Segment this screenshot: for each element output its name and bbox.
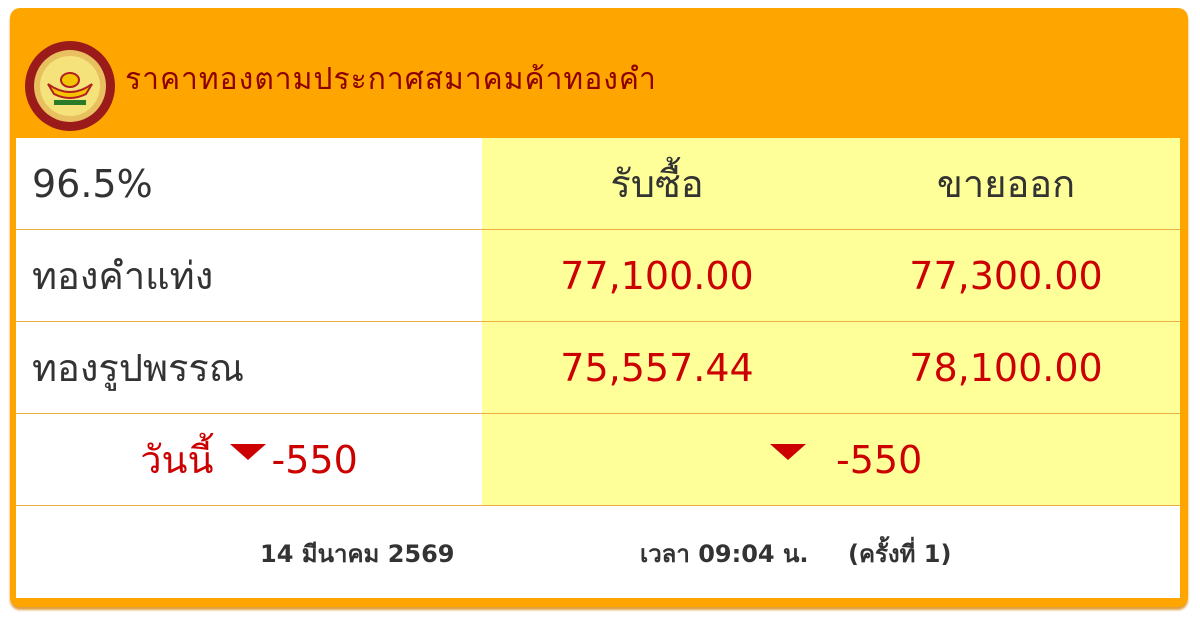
today-change: วันนี้ -550 [16,414,482,505]
change-value: -550 [836,437,923,482]
purity-label: 96.5% [32,161,153,206]
update-date: 14 มีนาคม 2569 [260,540,455,568]
sell-price: 77,300.00 [909,253,1103,298]
sell-header: ขายออก [936,162,1076,206]
price-table: 96.5% รับซื้อ ขายออก ทองคำแท่ง 77,100.00… [16,138,1180,598]
association-logo-icon [25,41,115,131]
update-round: (ครั้งที่ 1) [848,540,952,568]
row-label: ทองรูปพรรณ [32,346,245,390]
buy-price: 75,557.44 [560,345,754,390]
buy-price: 77,100.00 [560,253,754,298]
sell-price: 78,100.00 [909,345,1103,390]
change-summary: -550 [756,414,922,505]
buy-header: รับซื้อ [610,162,704,206]
today-label: วันนี้ [140,438,214,482]
down-triangle-icon [229,443,266,460]
table-row: ทองรูปพรรณ 75,557.44 78,100.00 [16,322,1180,414]
row-label: ทองคำแท่ง [32,254,214,298]
change-row: วันนี้ -550 -550 [16,414,1180,506]
table-row: ทองคำแท่ง 77,100.00 77,300.00 [16,230,1180,322]
panel-header: ราคาทองตามประกาศสมาคมค้าทองคำ [10,8,1188,138]
page-title: ราคาทองตามประกาศสมาคมค้าทองคำ [125,62,657,97]
today-change-value: -550 [271,437,358,482]
table-header-row: 96.5% รับซื้อ ขายออก [16,138,1180,230]
gold-price-panel: ราคาทองตามประกาศสมาคมค้าทองคำ 96.5% รับซ… [10,8,1188,607]
update-time: เวลา 09:04 น. [640,540,809,568]
down-triangle-icon [770,443,806,460]
update-info: 14 มีนาคม 2569 เวลา 09:04 น. (ครั้งที่ 1… [16,506,1180,598]
